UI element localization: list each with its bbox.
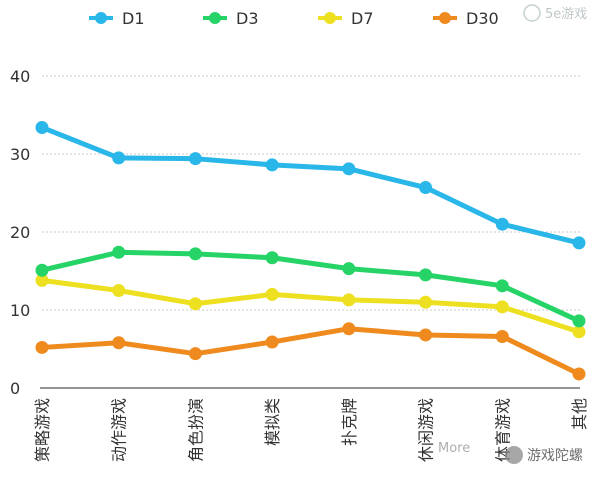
watermark-name-text: 游戏陀螺 [527, 448, 583, 464]
legend-marker-D1 [95, 12, 107, 24]
data-point-D30 [112, 336, 126, 350]
series-D1 [35, 120, 586, 250]
data-point-D1 [572, 236, 586, 250]
legend-label-D1: D1 [122, 9, 145, 28]
legend-marker-D3 [209, 12, 221, 24]
series-D3 [35, 245, 586, 328]
y-tick-label: 0 [10, 379, 20, 398]
y-tick-label: 20 [10, 223, 30, 242]
data-point-D7 [35, 273, 49, 287]
data-point-D3 [265, 251, 279, 265]
y-axis: 0 10 20 30 40 [10, 67, 580, 398]
series-D7 [35, 273, 586, 339]
data-point-D1 [495, 217, 509, 231]
x-tick-label: 扑克牌 [340, 398, 359, 446]
legend: D1 D3 D7 D30 [89, 9, 499, 28]
series-lines [35, 120, 586, 381]
x-tick-label: 策略游戏 [33, 398, 52, 462]
data-point-D7 [265, 287, 279, 301]
series-line-D30 [39, 326, 582, 377]
watermark-chat-icon [505, 446, 523, 464]
grid-lines [42, 75, 580, 311]
data-point-D7 [572, 325, 586, 339]
series-line-D7 [39, 277, 582, 335]
x-tick-label: 模拟类 [263, 398, 282, 446]
data-point-D3 [572, 314, 586, 328]
data-point-D30 [572, 367, 586, 381]
top-right-watermark: 5e游戏 [523, 4, 587, 22]
x-tick-label: 体育游戏 [493, 398, 512, 462]
legend-marker-D7 [324, 12, 336, 24]
data-point-D7 [419, 295, 433, 309]
data-point-D30 [265, 335, 279, 349]
series-line-D1 [39, 124, 582, 246]
data-point-D1 [112, 151, 126, 165]
bottom-right-watermark: More 游戏陀螺 [438, 441, 583, 464]
data-point-D3 [342, 262, 356, 276]
series-line-D3 [39, 249, 582, 324]
y-tick-label: 30 [10, 145, 30, 164]
data-point-D3 [35, 263, 49, 277]
data-point-D1 [188, 152, 202, 166]
watermark-logo-icon [523, 4, 541, 22]
watermark-brand-text: 5e游戏 [545, 7, 587, 22]
watermark-more-text: More [438, 441, 470, 456]
legend-label-D30: D30 [466, 9, 499, 28]
data-point-D3 [112, 245, 126, 259]
data-point-D3 [419, 268, 433, 282]
data-point-D30 [188, 347, 202, 361]
legend-label-D3: D3 [236, 9, 259, 28]
data-point-D3 [188, 247, 202, 261]
data-point-D1 [342, 162, 356, 176]
x-tick-label: 休闲游戏 [417, 398, 436, 462]
x-axis-labels: 策略游戏 动作游戏 角色扮演 模拟类 扑克牌 休闲游戏 体育游戏 其他 [33, 398, 589, 462]
series-D30 [35, 322, 586, 381]
data-point-D30 [35, 340, 49, 354]
x-tick-label: 其他 [570, 398, 589, 430]
data-point-D1 [419, 181, 433, 195]
data-point-D7 [495, 300, 509, 314]
x-tick-label: 动作游戏 [110, 398, 129, 462]
x-tick-label: 角色扮演 [186, 398, 205, 462]
legend-marker-D30 [439, 12, 451, 24]
y-tick-label: 10 [10, 301, 30, 320]
data-point-D1 [265, 158, 279, 172]
data-point-D30 [495, 330, 509, 344]
data-point-D3 [495, 279, 509, 293]
data-point-D7 [342, 293, 356, 307]
data-point-D1 [35, 120, 49, 134]
legend-label-D7: D7 [351, 9, 374, 28]
data-point-D7 [188, 297, 202, 311]
data-point-D7 [112, 284, 126, 297]
data-point-D30 [419, 328, 433, 342]
data-point-D30 [342, 322, 356, 336]
y-tick-label: 40 [10, 67, 30, 86]
